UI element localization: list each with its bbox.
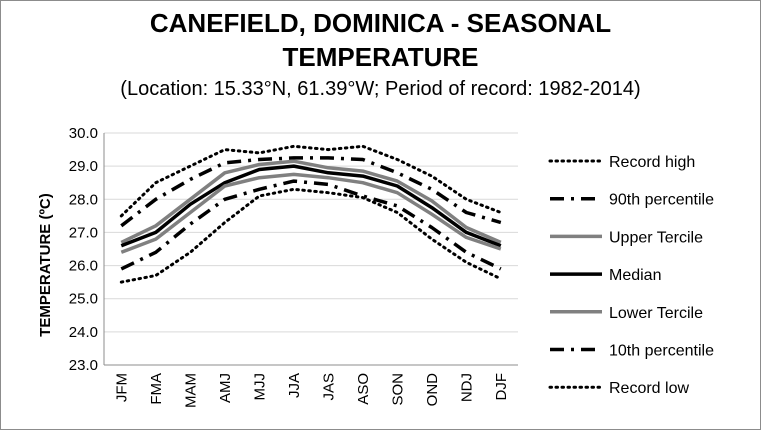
chart-title-line1: CANEFIELD, DOMINICA - SEASONAL: [149, 8, 612, 38]
legend-label: Median: [609, 267, 661, 284]
x-tick-label: NDJ: [458, 373, 475, 402]
chart-subtitle: (Location: 15.33°N, 61.39°W; Period of r…: [120, 78, 641, 100]
series-line: [119, 187, 503, 284]
y-tick-label: 29.0: [69, 158, 98, 175]
x-tick-label: SON: [389, 373, 406, 406]
y-tick-label: 26.0: [69, 258, 98, 275]
x-tick-label: OND: [424, 373, 441, 407]
legend-label: Record low: [609, 380, 689, 397]
y-tick-label: 25.0: [69, 291, 98, 308]
axes-layer: 23.0 24.0 25.0 26.0 27.0 28.0 29.0 30.0 JFM FMA MA…: [69, 125, 518, 408]
series-line: [120, 159, 502, 245]
series-line: [120, 172, 502, 254]
legend: Record high 90th percentile Upper Tercile M…: [548, 154, 714, 397]
x-tick-label: MAM: [182, 373, 199, 408]
chart-title-line2: TEMPERATURE: [282, 42, 479, 72]
series-line: [120, 179, 502, 271]
y-tick-label: 23.0: [69, 357, 98, 374]
x-tick-label: ASO: [355, 373, 372, 405]
x-tick-label: JFM: [113, 373, 130, 402]
series-layer: [119, 144, 503, 284]
series-line: [120, 156, 502, 228]
legend-label: 90th percentile: [609, 192, 714, 209]
y-axis-label: TEMPERATURE (ºC): [37, 193, 54, 337]
legend-label: Record high: [609, 154, 695, 171]
y-tick-label: 24.0: [69, 324, 98, 341]
y-tick-label: 27.0: [69, 224, 98, 241]
y-tick-label: 28.0: [69, 191, 98, 208]
x-tick-label: JJA: [286, 373, 303, 398]
series-line: [120, 164, 502, 248]
x-tick-label: DJF: [493, 373, 510, 401]
x-tick-label: AMJ: [217, 373, 234, 403]
legend-label: 10th percentile: [609, 343, 714, 360]
x-tick-label: FMA: [148, 373, 165, 405]
legend-label: Upper Tercile: [609, 229, 703, 246]
x-tick-label: JAS: [320, 373, 337, 401]
x-tick-label: MJJ: [251, 373, 268, 401]
legend-label: Lower Tercile: [609, 305, 703, 322]
y-tick-label: 30.0: [69, 125, 98, 142]
series-line: [119, 144, 503, 218]
